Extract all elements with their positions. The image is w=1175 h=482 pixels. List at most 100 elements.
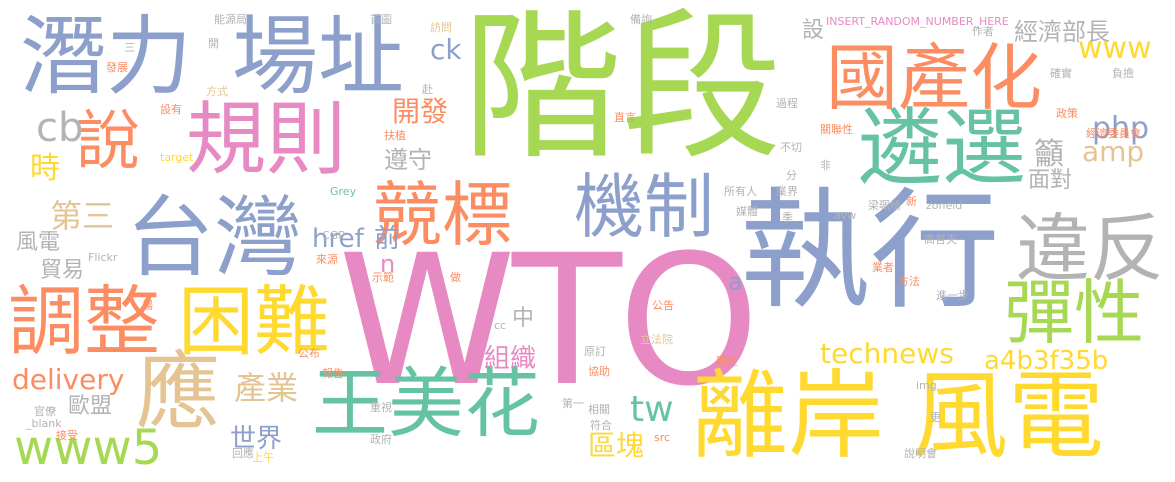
word-shuo: 說 <box>76 105 140 179</box>
word-cb: cb <box>36 105 84 151</box>
word-blank: _blank <box>26 417 62 430</box>
word-maoyi: 貿易 <box>40 258 85 283</box>
word-www5: www5 <box>14 420 163 476</box>
word-zhixing: 執行 <box>740 175 1001 327</box>
word-zhengfu: 政府 <box>370 433 392 446</box>
word-delivery: delivery <box>12 363 125 396</box>
word-xiezhu: 協助 <box>588 365 610 378</box>
word-flickr: Flickr <box>88 251 118 264</box>
word-zhiyan: 直言 <box>614 111 636 124</box>
word-zunshou: 遵守 <box>384 146 432 174</box>
word-beixun: 備詢 <box>630 13 652 26</box>
word-fangfa: 方法 <box>898 275 920 288</box>
word-guanlianxing: 關聯性 <box>820 123 853 136</box>
word-liangpeiqi: 梁珮綺 <box>868 199 901 212</box>
word-ck: ck <box>430 33 462 66</box>
word-qian: 前 <box>374 224 401 254</box>
word-zhong: 中 <box>512 306 535 331</box>
word-shangwu: 上午 <box>252 451 274 464</box>
word-zuzhi: 組織 <box>484 344 537 374</box>
word-fangshi: 方式 <box>206 85 228 98</box>
word-gongbu: 公布 <box>298 347 320 360</box>
word-target: target <box>160 151 194 164</box>
word-she: 設 <box>802 18 825 43</box>
word-guanliao: 官僚 <box>34 405 56 418</box>
word-qianli: 潛力 <box>20 7 192 107</box>
word-fazhan: 發展 <box>106 61 128 74</box>
word-jizhi: 機制 <box>574 166 714 248</box>
word-fuzhi: 扶植 <box>384 129 406 142</box>
word-zhongshi: 重視 <box>370 401 392 414</box>
word-shi: 時 <box>30 151 60 186</box>
word-img: img <box>916 379 937 392</box>
word-ji: 季 <box>782 211 793 224</box>
word-wangmeihua: 王美花 <box>312 359 540 448</box>
word-lifayuan: 立法院 <box>640 333 673 346</box>
word-jingbiao: 競標 <box>372 174 512 256</box>
word-laiyuan: 來源 <box>316 253 338 266</box>
word-weifan: 違反 <box>1016 206 1164 292</box>
word-chang: 場 <box>142 299 153 312</box>
word-miandui: 面對 <box>1028 168 1073 193</box>
word-yejie: 業界 <box>776 185 798 198</box>
word-kaifa: 開發 <box>392 95 449 128</box>
word-tanxing: 彈性 <box>1004 272 1144 354</box>
word-geng: 更 <box>930 411 941 424</box>
word-shuominghui: 說明會 <box>904 447 937 460</box>
word-taiwan: 台灣 <box>126 186 303 289</box>
word-zuo: 做 <box>450 271 461 284</box>
word-guocheng: 過程 <box>776 97 798 110</box>
word-insert-random: INSERT_RANDOM_NUMBER_HERE <box>826 15 1009 28</box>
word-zhengce: 政策 <box>1056 107 1078 120</box>
word-tw: tw <box>630 389 674 430</box>
word-cc: cc <box>494 319 507 332</box>
word-fuhe: 符合 <box>590 419 612 432</box>
word-amp: amp <box>1082 135 1145 168</box>
word-kunnan: 困難 <box>178 277 330 366</box>
word-www: www <box>1078 31 1152 66</box>
word-href: href <box>312 224 364 254</box>
word-tiaozheng: 調整 <box>8 277 160 366</box>
word-queshi: 確實 <box>1050 67 1072 80</box>
word-shijie: 世界 <box>230 424 283 454</box>
word-san: 三 <box>124 41 135 54</box>
word-jingjibuzhang: 經濟部長 <box>1014 18 1110 46</box>
word-fei: 非 <box>820 159 831 172</box>
word-yuanding: 原訂 <box>584 345 606 358</box>
word-kai: 開 <box>208 37 219 50</box>
word-wto: WTO <box>338 217 760 426</box>
word-guochanhua: 國產化 <box>826 36 1043 120</box>
word-changzhi: 場址 <box>232 7 404 107</box>
word-nengyuanju: 能源局 <box>214 13 247 26</box>
word-shifan: 示範 <box>372 271 394 284</box>
word-lian: 離岸 <box>692 360 884 472</box>
word-xiangguan: 相關 <box>588 403 610 416</box>
word-jieduan: 階段 <box>462 0 783 181</box>
word-chanye: 產業 <box>234 369 299 407</box>
word-jingjiweiyuanhui: 經濟委員會 <box>1086 127 1141 140</box>
word-gonggao: 公告 <box>652 299 674 312</box>
word-fangwen: 訪問 <box>430 21 452 34</box>
word-shoutu: 首圖 <box>370 13 392 26</box>
word-a: a <box>728 268 743 296</box>
word-xin: 新 <box>906 195 917 208</box>
word-guize: 規則 <box>186 93 346 186</box>
word-php: php <box>1092 111 1150 146</box>
word-suoyouren: 所有人 <box>724 185 757 198</box>
word-avw: avw <box>834 209 857 222</box>
word-zoneid: zoneid <box>926 199 963 212</box>
word-cgp: CGP <box>322 229 345 242</box>
word-grey: Grey <box>330 185 357 198</box>
word-fu: 赴 <box>422 83 433 96</box>
word-baogao: 報告 <box>322 367 344 380</box>
word-nanchan: 難產 <box>716 355 738 368</box>
word-disan: 第三 <box>50 197 115 235</box>
word-jinyibu: 進一步 <box>936 289 969 302</box>
word-jieshou: 接受 <box>56 429 78 442</box>
word-ying: 應 <box>136 343 221 441</box>
word-sheyou: 設有 <box>160 103 182 116</box>
word-fengdian-large: 風電 <box>912 360 1104 472</box>
word-zuozhe: 作者 <box>972 25 994 38</box>
word-meiti: 媒體 <box>736 205 758 218</box>
